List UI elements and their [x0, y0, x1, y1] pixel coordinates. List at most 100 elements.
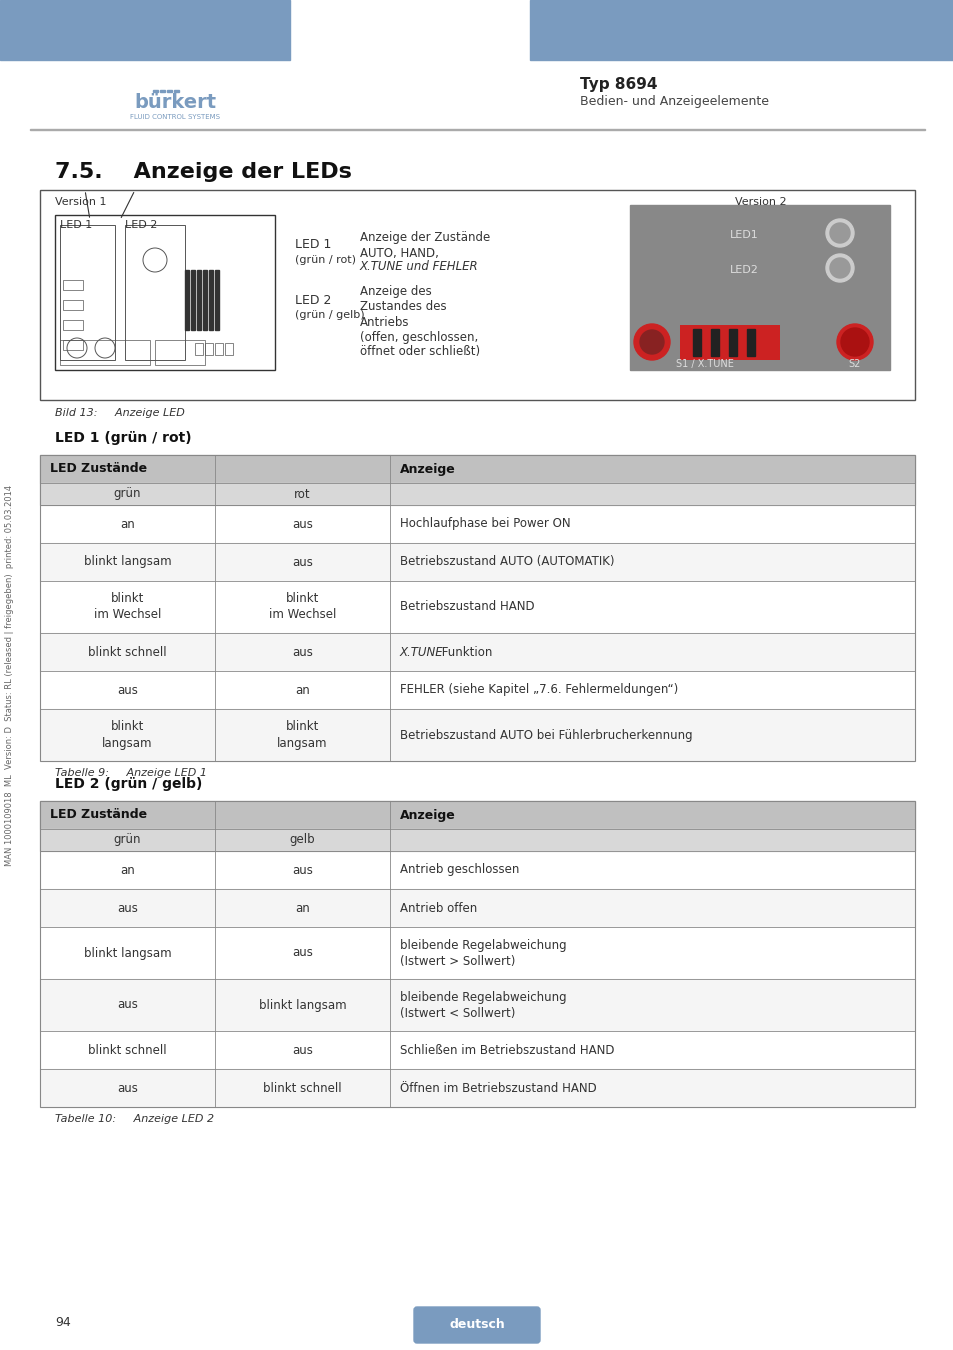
Bar — [214, 850, 390, 890]
Text: langsam: langsam — [102, 737, 152, 749]
Text: blinkt schnell: blinkt schnell — [88, 1044, 167, 1057]
Bar — [390, 483, 914, 505]
Circle shape — [825, 219, 853, 247]
Text: grün: grün — [113, 833, 141, 846]
Circle shape — [836, 324, 872, 360]
Text: Antriebs: Antriebs — [359, 316, 409, 328]
Text: Funktion: Funktion — [437, 645, 492, 659]
Text: Anzeige des: Anzeige des — [359, 285, 432, 298]
Text: FEHLER (siehe Kapitel „7.6. Fehlermeldungen“): FEHLER (siehe Kapitel „7.6. Fehlermeldun… — [399, 683, 678, 697]
Text: 7.5.    Anzeige der LEDs: 7.5. Anzeige der LEDs — [55, 162, 352, 182]
Text: FLUID CONTROL SYSTEMS: FLUID CONTROL SYSTEMS — [130, 113, 220, 120]
Text: an: an — [294, 902, 310, 914]
Bar — [710, 329, 719, 356]
Text: blinkt langsam: blinkt langsam — [84, 946, 172, 960]
Bar — [214, 927, 390, 979]
Bar — [746, 329, 754, 356]
Bar — [728, 329, 737, 356]
Bar — [154, 340, 205, 364]
Bar — [55, 215, 274, 370]
Bar — [214, 580, 390, 633]
Bar — [214, 343, 223, 355]
Text: grün: grün — [113, 487, 141, 501]
Bar — [205, 343, 213, 355]
Bar — [40, 190, 914, 400]
Text: (Istwert < Sollwert): (Istwert < Sollwert) — [399, 1007, 515, 1019]
Circle shape — [829, 258, 849, 278]
Text: Tabelle 9:     Anzeige LED 1: Tabelle 9: Anzeige LED 1 — [55, 768, 207, 778]
Circle shape — [639, 329, 663, 354]
Text: X.TUNE: X.TUNE — [399, 645, 443, 659]
Text: (grün / gelb): (grün / gelb) — [294, 310, 364, 320]
Text: Anzeige der Zustände: Anzeige der Zustände — [359, 231, 490, 244]
Bar — [40, 979, 214, 1031]
Bar — [390, 543, 914, 580]
Bar — [40, 543, 214, 580]
Bar — [40, 455, 914, 761]
Bar — [194, 343, 203, 355]
Bar — [225, 343, 233, 355]
Text: an: an — [120, 517, 134, 531]
Bar — [390, 580, 914, 633]
FancyBboxPatch shape — [414, 1307, 539, 1343]
Text: blinkt schnell: blinkt schnell — [263, 1081, 341, 1095]
Text: 94: 94 — [55, 1315, 71, 1328]
Text: aus: aus — [292, 555, 313, 568]
Bar — [203, 270, 207, 329]
Bar — [167, 90, 172, 92]
Text: aus: aus — [117, 1081, 138, 1095]
Bar — [390, 979, 914, 1031]
Bar — [63, 320, 83, 329]
Text: LED 2: LED 2 — [294, 293, 331, 306]
Bar — [196, 270, 201, 329]
Bar — [390, 671, 914, 709]
Text: Typ 8694: Typ 8694 — [579, 77, 657, 93]
Text: blinkt langsam: blinkt langsam — [84, 555, 172, 568]
Bar — [0, 0, 290, 59]
Text: LED 2: LED 2 — [125, 220, 157, 230]
Text: LED Zustände: LED Zustände — [50, 463, 147, 475]
Text: (offen, geschlossen,: (offen, geschlossen, — [359, 331, 477, 343]
Text: aus: aus — [117, 683, 138, 697]
Bar — [191, 270, 194, 329]
Bar — [40, 850, 214, 890]
Bar — [160, 90, 165, 92]
Bar — [40, 927, 214, 979]
Text: blinkt langsam: blinkt langsam — [258, 999, 346, 1011]
Bar — [390, 709, 914, 761]
Bar — [214, 671, 390, 709]
Bar — [40, 1069, 214, 1107]
Bar — [173, 90, 179, 92]
Bar — [63, 300, 83, 310]
Text: blinkt schnell: blinkt schnell — [88, 645, 167, 659]
Bar — [40, 455, 390, 483]
Bar — [390, 455, 914, 483]
Text: Bild 13:     Anzeige LED: Bild 13: Anzeige LED — [55, 408, 185, 418]
Text: Betriebszustand AUTO bei Fühlerbrucherkennung: Betriebszustand AUTO bei Fühlerbrucherke… — [399, 729, 692, 741]
Bar — [390, 1069, 914, 1107]
Text: im Wechsel: im Wechsel — [93, 609, 161, 621]
Text: S2: S2 — [848, 359, 861, 369]
Bar — [209, 270, 213, 329]
Text: aus: aus — [292, 1044, 313, 1057]
Bar — [390, 850, 914, 890]
Bar — [214, 270, 219, 329]
Text: X.TUNE und FEHLER: X.TUNE und FEHLER — [359, 261, 478, 274]
Bar — [125, 225, 185, 360]
Bar — [40, 801, 914, 1107]
Circle shape — [841, 328, 868, 356]
Text: Zustandes des: Zustandes des — [359, 301, 446, 313]
Bar — [40, 483, 214, 505]
Text: Anzeige: Anzeige — [399, 809, 456, 822]
Bar — [40, 633, 214, 671]
Bar — [390, 890, 914, 927]
Bar — [40, 580, 214, 633]
Bar — [63, 279, 83, 290]
Text: (Istwert > Sollwert): (Istwert > Sollwert) — [399, 954, 515, 968]
Bar — [390, 801, 914, 829]
Circle shape — [829, 223, 849, 243]
Text: Antrieb geschlossen: Antrieb geschlossen — [399, 864, 518, 876]
Text: Bedien- und Anzeigeelemente: Bedien- und Anzeigeelemente — [579, 96, 768, 108]
Text: aus: aus — [292, 517, 313, 531]
Text: Version 1: Version 1 — [55, 197, 107, 207]
